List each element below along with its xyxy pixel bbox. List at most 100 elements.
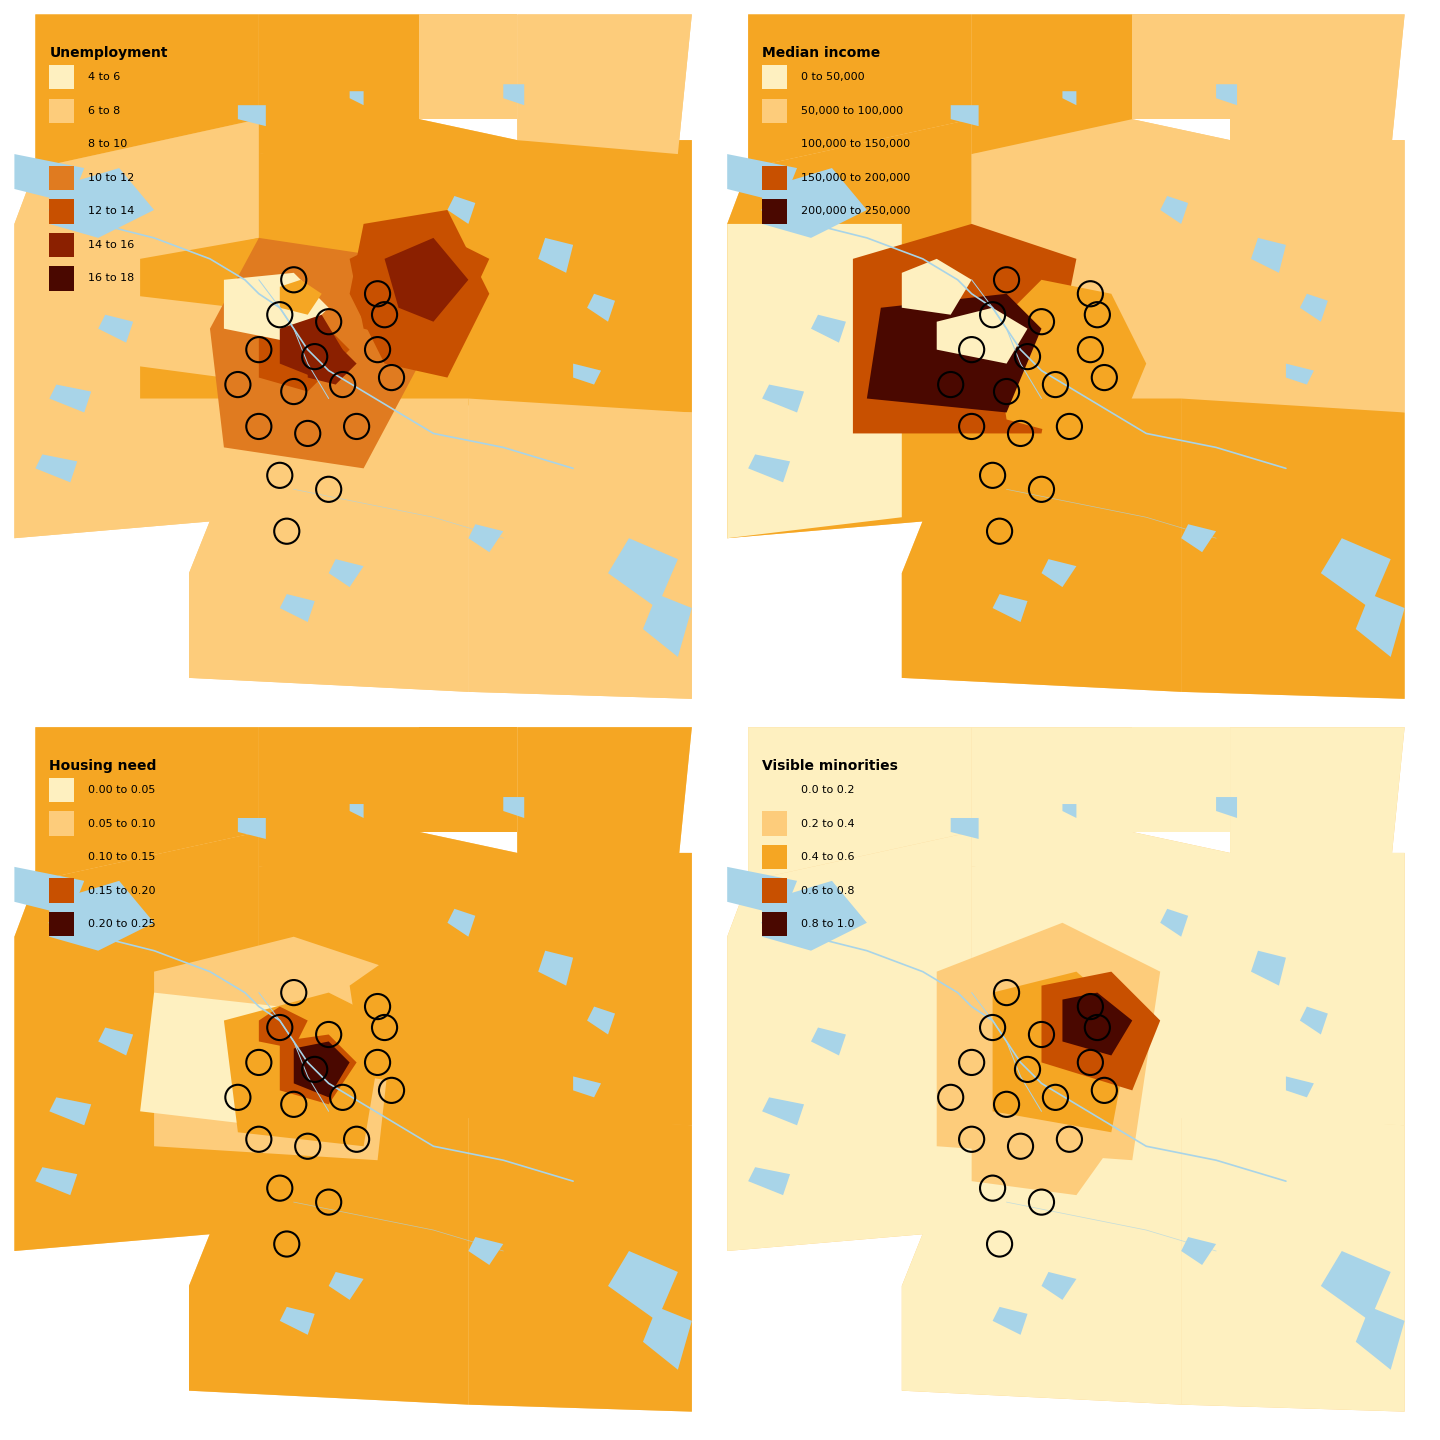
Polygon shape — [517, 14, 691, 154]
Polygon shape — [238, 105, 266, 127]
Polygon shape — [1181, 524, 1215, 552]
Bar — [762, 166, 786, 190]
Text: 0.0 to 0.2: 0.0 to 0.2 — [801, 785, 854, 795]
Polygon shape — [259, 14, 419, 154]
Polygon shape — [350, 937, 490, 1090]
Polygon shape — [49, 881, 154, 950]
Polygon shape — [225, 272, 328, 343]
Polygon shape — [384, 238, 468, 321]
Polygon shape — [14, 832, 259, 1251]
Polygon shape — [468, 1237, 504, 1264]
Polygon shape — [14, 120, 259, 539]
Polygon shape — [539, 950, 573, 985]
Polygon shape — [36, 727, 259, 881]
Polygon shape — [1251, 238, 1286, 272]
Polygon shape — [727, 223, 901, 539]
Polygon shape — [140, 238, 259, 399]
Polygon shape — [1181, 1237, 1215, 1264]
Polygon shape — [419, 14, 517, 120]
Polygon shape — [448, 909, 475, 937]
Polygon shape — [749, 455, 791, 482]
Text: 0.05 to 0.10: 0.05 to 0.10 — [88, 818, 156, 828]
Bar — [49, 166, 73, 190]
Polygon shape — [1041, 1272, 1077, 1300]
Polygon shape — [468, 524, 504, 552]
Polygon shape — [573, 1077, 600, 1097]
Text: 8 to 10: 8 to 10 — [88, 140, 127, 150]
Bar — [49, 266, 73, 291]
Polygon shape — [259, 727, 419, 867]
Polygon shape — [1161, 909, 1188, 937]
Polygon shape — [1181, 399, 1404, 698]
Polygon shape — [49, 384, 91, 412]
Bar — [49, 98, 73, 122]
Polygon shape — [727, 120, 972, 539]
Polygon shape — [294, 1041, 350, 1097]
Polygon shape — [937, 308, 1028, 363]
Text: 12 to 14: 12 to 14 — [88, 206, 134, 216]
Text: 10 to 12: 10 to 12 — [88, 173, 134, 183]
Polygon shape — [1230, 14, 1404, 154]
Polygon shape — [727, 867, 798, 916]
Polygon shape — [517, 14, 691, 154]
Polygon shape — [259, 120, 691, 412]
Bar — [762, 65, 786, 89]
Polygon shape — [238, 308, 363, 419]
Polygon shape — [992, 972, 1132, 1132]
Polygon shape — [36, 727, 259, 881]
Polygon shape — [867, 294, 1041, 412]
Polygon shape — [1215, 796, 1237, 818]
Polygon shape — [517, 727, 691, 867]
Polygon shape — [14, 120, 259, 539]
Polygon shape — [36, 14, 259, 168]
Polygon shape — [972, 14, 1132, 154]
Polygon shape — [238, 818, 266, 840]
Polygon shape — [189, 1112, 468, 1404]
Polygon shape — [762, 168, 867, 238]
Text: 150,000 to 200,000: 150,000 to 200,000 — [801, 173, 910, 183]
Polygon shape — [1063, 91, 1077, 105]
Polygon shape — [98, 1028, 132, 1056]
Text: 0.2 to 0.4: 0.2 to 0.4 — [801, 818, 854, 828]
Bar — [49, 811, 73, 835]
Text: 6 to 8: 6 to 8 — [88, 105, 120, 115]
Polygon shape — [937, 923, 1161, 1161]
Polygon shape — [901, 399, 1181, 691]
Polygon shape — [901, 399, 1181, 691]
Bar — [49, 912, 73, 936]
Polygon shape — [1132, 727, 1230, 832]
Polygon shape — [992, 279, 1146, 448]
Polygon shape — [901, 259, 972, 315]
Polygon shape — [1356, 595, 1404, 657]
Polygon shape — [98, 315, 132, 343]
Bar — [49, 778, 73, 802]
Polygon shape — [762, 881, 867, 950]
Polygon shape — [259, 1007, 308, 1048]
Polygon shape — [992, 595, 1028, 622]
Polygon shape — [762, 384, 804, 412]
Text: 0.6 to 0.8: 0.6 to 0.8 — [801, 886, 854, 896]
Text: 0 to 50,000: 0 to 50,000 — [801, 72, 864, 82]
Polygon shape — [279, 279, 321, 315]
Polygon shape — [539, 238, 573, 272]
Polygon shape — [1356, 1308, 1404, 1369]
Polygon shape — [504, 84, 524, 105]
Bar — [49, 878, 73, 903]
Polygon shape — [259, 1007, 377, 1125]
Polygon shape — [588, 294, 615, 321]
Polygon shape — [504, 796, 524, 818]
Polygon shape — [727, 832, 972, 1251]
Polygon shape — [1063, 804, 1077, 818]
Polygon shape — [517, 727, 691, 867]
Polygon shape — [1300, 294, 1328, 321]
Polygon shape — [189, 399, 468, 691]
Polygon shape — [36, 14, 259, 168]
Polygon shape — [1132, 14, 1230, 120]
Polygon shape — [972, 1112, 1112, 1195]
Bar — [762, 845, 786, 870]
Polygon shape — [972, 120, 1404, 412]
Polygon shape — [259, 832, 691, 1125]
Text: 0.8 to 1.0: 0.8 to 1.0 — [801, 919, 854, 929]
Bar — [49, 65, 73, 89]
Polygon shape — [259, 279, 399, 419]
